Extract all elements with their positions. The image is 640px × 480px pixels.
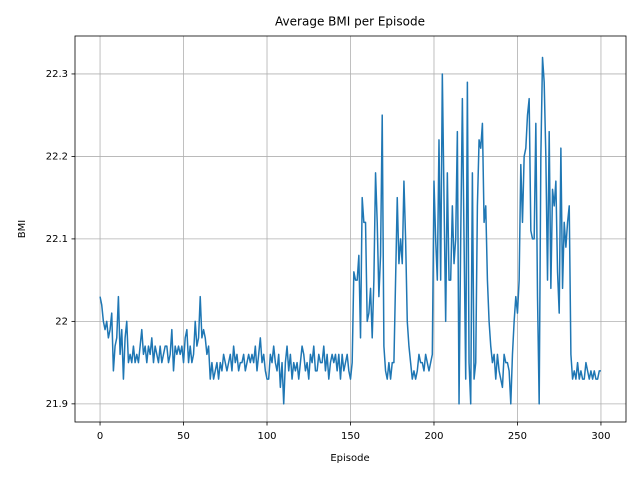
chart-title: Average BMI per Episode bbox=[275, 15, 425, 29]
x-tick-label: 150 bbox=[341, 431, 360, 442]
y-tick-label: 22.1 bbox=[46, 234, 68, 245]
x-axis-label: Episode bbox=[330, 453, 369, 464]
x-tick-label: 50 bbox=[177, 431, 190, 442]
y-tick-label: 22 bbox=[55, 316, 68, 327]
x-tick-label: 250 bbox=[508, 431, 527, 442]
y-tick-label: 22.2 bbox=[46, 151, 68, 162]
x-tick-label: 100 bbox=[257, 431, 276, 442]
y-tick-label: 21.9 bbox=[46, 399, 68, 410]
x-tick-label: 200 bbox=[424, 431, 443, 442]
y-axis-label: BMI bbox=[17, 220, 28, 238]
x-tick-label: 0 bbox=[97, 431, 103, 442]
x-tick-label: 300 bbox=[591, 431, 610, 442]
plot-frame bbox=[74, 35, 627, 423]
data-line bbox=[99, 56, 601, 405]
y-tick-label: 22.3 bbox=[46, 69, 68, 80]
